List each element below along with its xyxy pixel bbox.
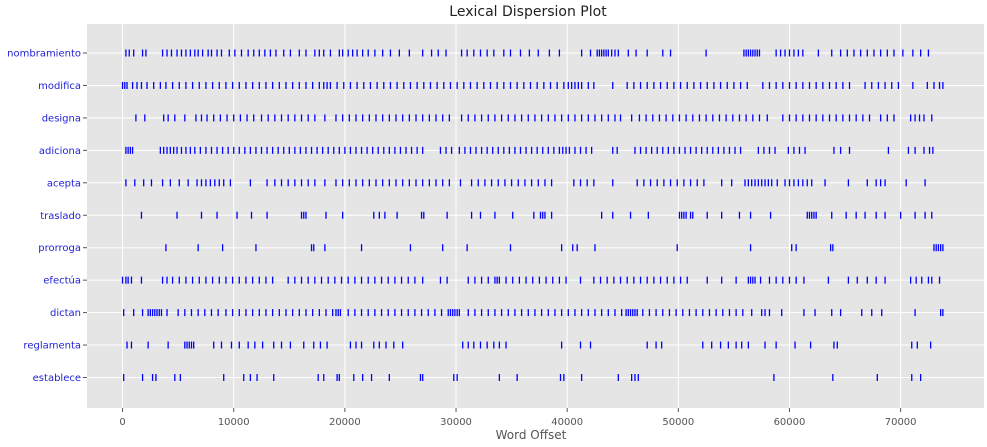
word-label: reglamenta <box>23 341 81 352</box>
x-tick-label: 70000 <box>885 417 917 428</box>
x-tick-label: 10000 <box>218 417 250 428</box>
word-row-marks <box>165 244 944 252</box>
word-label: acepta <box>47 178 81 189</box>
x-tick-label: 20000 <box>329 417 361 428</box>
word-row-marks <box>125 179 926 187</box>
x-tick-label: 50000 <box>662 417 694 428</box>
word-label: modifica <box>38 81 81 92</box>
word-row-marks <box>123 374 922 381</box>
word-label: establece <box>33 373 81 384</box>
dispersion-marks <box>121 49 944 381</box>
word-label: designa <box>42 113 81 124</box>
word-row-marks <box>126 341 932 349</box>
word-label: dictan <box>50 308 81 319</box>
x-tick-label: 0 <box>119 417 125 428</box>
word-row-marks <box>123 309 944 317</box>
word-label: nombramiento <box>7 49 81 60</box>
word-row-marks <box>121 276 941 284</box>
x-tick-label: 60000 <box>774 417 806 428</box>
word-row-marks <box>125 146 934 154</box>
word-row-marks <box>121 81 944 89</box>
plot-area <box>87 24 984 408</box>
word-label: efectúa <box>43 275 81 287</box>
x-axis: 0 10000 20000 30000 40000 50000 60000 70000 <box>119 408 917 428</box>
word-row-marks <box>140 211 933 219</box>
word-row-marks <box>125 49 930 57</box>
x-axis-label: Word Offset <box>496 428 567 442</box>
word-row-marks <box>135 114 933 122</box>
word-label: adiciona <box>39 146 81 157</box>
x-tick-label: 40000 <box>551 417 583 428</box>
x-tick-label: 30000 <box>440 417 472 428</box>
word-label: traslado <box>40 211 81 222</box>
chart-title: Lexical Dispersion Plot <box>449 4 607 20</box>
word-label: prorroga <box>38 243 81 254</box>
word-labels: nombramiento modifica designa adiciona acept… <box>7 49 87 384</box>
